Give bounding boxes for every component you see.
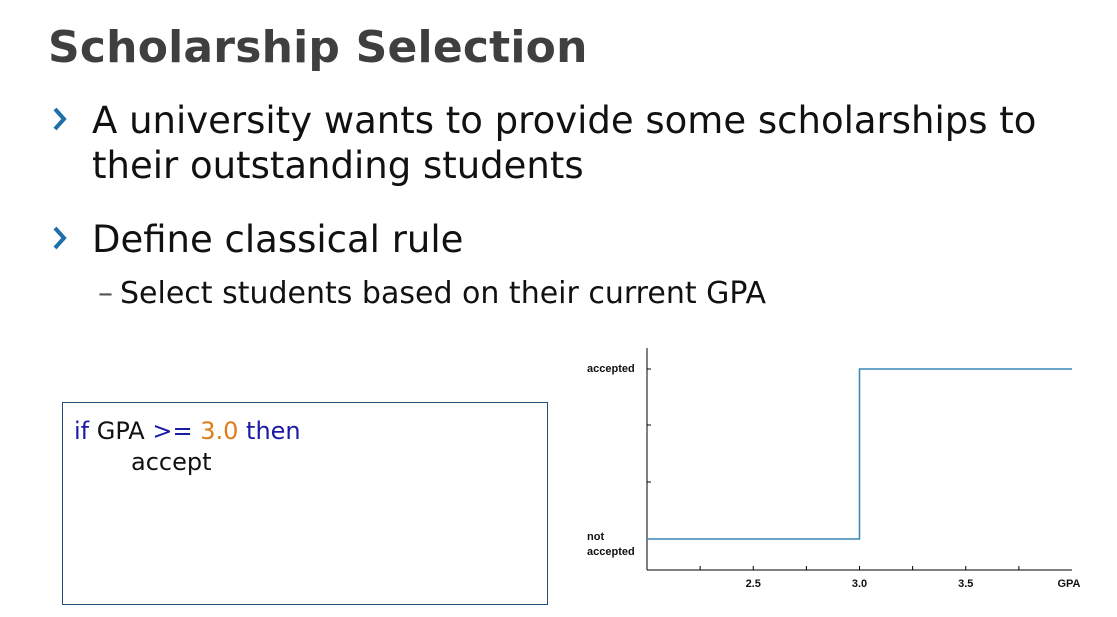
sub-bullet-item: – Select students based on their current … — [98, 276, 766, 312]
chevron-right-icon — [53, 107, 67, 131]
sub-bullet-dash: – — [98, 276, 113, 311]
sub-bullet-text: Select students based on their current G… — [120, 276, 767, 311]
code-variable: GPA — [96, 417, 145, 445]
x-tick-label: 3.5 — [958, 578, 973, 590]
code-operator: >= — [152, 417, 193, 445]
code-box: if GPA >= 3.0 then accept — [62, 402, 548, 605]
slide-title: Scholarship Selection — [48, 22, 588, 73]
bullet-text-2: Define classical rule — [92, 218, 464, 261]
code-line-condition: if GPA >= 3.0 then — [74, 415, 301, 447]
x-tick-label: 2.5 — [746, 578, 761, 590]
y-tick-label: not accepted — [587, 531, 635, 558]
bullet-text-1: A university wants to provide some schol… — [92, 99, 1037, 187]
step-series-line — [647, 368, 1072, 540]
x-axis-title: GPA — [1057, 578, 1080, 590]
chevron-right-icon — [53, 226, 67, 250]
code-keyword-then: then — [246, 417, 301, 445]
code-keyword-if: if — [74, 417, 90, 445]
code-number: 3.0 — [200, 417, 239, 445]
code-line-action: accept — [131, 448, 212, 476]
step-chart: not accepted accepted 2.5 3.0 3.5 GPA — [587, 348, 1081, 590]
x-tick-label: 3.0 — [852, 578, 867, 590]
y-tick-label: accepted — [587, 363, 635, 375]
